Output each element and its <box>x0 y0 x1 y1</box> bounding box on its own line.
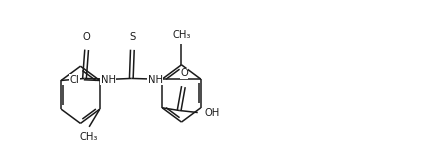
Text: NH: NH <box>101 75 116 85</box>
Text: CH₃: CH₃ <box>80 132 99 142</box>
Text: CH₃: CH₃ <box>172 30 191 40</box>
Text: NH: NH <box>148 75 163 85</box>
Text: O: O <box>83 32 90 42</box>
Text: OH: OH <box>204 108 220 118</box>
Text: O: O <box>180 68 188 78</box>
Text: Cl: Cl <box>70 75 80 85</box>
Text: S: S <box>129 32 135 42</box>
